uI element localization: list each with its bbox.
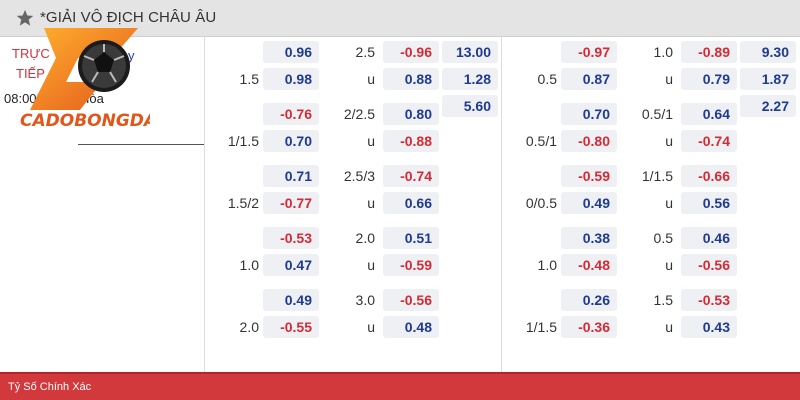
odds-handicap-away[interactable]: 0.87 [561,68,617,90]
odds-handicap-home[interactable]: -0.59 [561,165,617,187]
correct-score-label: Tỷ Số Chính Xác [8,381,92,393]
handicap-line: 1.0 [537,257,557,273]
odds-row: 0.26 -0.36 1/1.5 1.5 u -0.53 0.43 [503,289,800,349]
handicap-line: 1.5 [239,71,259,87]
under-label: u [665,71,673,87]
handicap-line: 0/0.5 [525,195,557,211]
odds-1x2-home[interactable]: 9.30 [740,41,796,63]
handicap-line: 2.0 [239,319,259,335]
odds-handicap-home[interactable]: 0.38 [561,227,617,249]
odds-handicap-away[interactable]: -0.36 [561,316,617,338]
market-fulltime: 0.96 0.98 1.5 2.5 u -0.96 0.88 13.00 1.28 5.60 -0.… [205,37,502,372]
odds-under[interactable]: 0.88 [383,68,439,90]
odds-over[interactable]: 0.80 [383,103,439,125]
total-line: 1/1.5 [641,168,673,184]
star-icon[interactable] [16,9,34,27]
odds-1x2-draw[interactable]: 5.60 [442,95,498,117]
handicap-line: 0.5/1 [525,133,557,149]
under-label: u [367,71,375,87]
live-label: TRỰC [12,46,50,61]
odds-handicap-home[interactable]: 0.96 [263,41,319,63]
odds-over[interactable]: 0.64 [681,103,737,125]
odds-under[interactable]: -0.59 [383,254,439,276]
odds-handicap-away[interactable]: 0.47 [263,254,319,276]
odds-row: -0.76 0.70 1/1.5 2/2.5 u 0.80 -0.88 [205,103,502,163]
under-label: u [665,319,673,335]
odds-under[interactable]: -0.88 [383,130,439,152]
odds-under[interactable]: 0.56 [681,192,737,214]
odds-under[interactable]: -0.74 [681,130,737,152]
row-divider [78,144,204,145]
under-label: u [665,195,673,211]
total-line: 2.0 [355,230,375,246]
under-label: u [665,133,673,149]
odds-under[interactable]: 0.48 [383,316,439,338]
odds-handicap-home[interactable]: 0.70 [561,103,617,125]
handicap-line: 1.0 [239,257,259,273]
total-line: 0.5/1 [641,106,673,122]
handicap-line: 1/1.5 [227,133,259,149]
odds-over[interactable]: 0.46 [681,227,737,249]
handicap-line: 0.5 [537,71,557,87]
league-title: *GIẢI VÔ ĐỊCH CHÂU ÂU [40,9,217,26]
odds-handicap-away[interactable]: -0.77 [263,192,319,214]
odds-over[interactable]: -0.53 [681,289,737,311]
total-line: 0.5 [653,230,673,246]
odds-over[interactable]: 0.51 [383,227,439,249]
odds-over[interactable]: -0.96 [383,41,439,63]
odds-under[interactable]: 0.79 [681,68,737,90]
odds-1x2-away[interactable]: 1.87 [740,68,796,90]
under-label: u [367,195,375,211]
odds-handicap-home[interactable]: 0.71 [263,165,319,187]
odds-row: -0.97 0.87 0.5 1.0 u -0.89 0.79 9.30 1.87 2.27 [503,41,800,117]
odds-handicap-home[interactable]: 0.49 [263,289,319,311]
handicap-line: 1/1.5 [525,319,557,335]
odds-handicap-away[interactable]: 0.70 [263,130,319,152]
market-firsthalf: -0.97 0.87 0.5 1.0 u -0.89 0.79 9.30 1.87 2.27 0.7… [503,37,800,372]
odds-over[interactable]: -0.56 [383,289,439,311]
odds-handicap-home[interactable]: -0.76 [263,103,319,125]
odds-row: 0.96 0.98 1.5 2.5 u -0.96 0.88 13.00 1.28 5.60 [205,41,502,117]
odds-row: 0.71 -0.77 1.5/2 2.5/3 u -0.74 0.66 [205,165,502,225]
odds-row: -0.59 0.49 0/0.5 1/1.5 u -0.66 0.56 [503,165,800,225]
handicap-line: 1.5/2 [227,195,259,211]
odds-1x2-draw[interactable]: 2.27 [740,95,796,117]
odds-under[interactable]: 0.66 [383,192,439,214]
odds-over[interactable]: -0.89 [681,41,737,63]
odds-handicap-home[interactable]: -0.53 [263,227,319,249]
live-label-2: TIẾP [16,66,45,81]
under-label: u [367,319,375,335]
odds-handicap-home[interactable]: -0.97 [561,41,617,63]
odds-row: 0.38 -0.48 1.0 0.5 u 0.46 -0.56 [503,227,800,287]
total-line: 1.0 [653,44,673,60]
odds-handicap-home[interactable]: 0.26 [561,289,617,311]
total-line: 2.5 [355,44,375,60]
under-label: u [367,133,375,149]
total-line: 2.5/3 [343,168,375,184]
site-logo: CADOBONGDA [20,28,150,131]
odds-handicap-away[interactable]: -0.80 [561,130,617,152]
odds-handicap-away[interactable]: 0.49 [561,192,617,214]
total-line: 3.0 [355,292,375,308]
under-label: u [665,257,673,273]
odds-1x2-home[interactable]: 13.00 [442,41,498,63]
odds-row: 0.49 -0.55 2.0 3.0 u -0.56 0.48 [205,289,502,349]
correct-score-bar[interactable]: Tỷ Số Chính Xác [0,372,800,400]
under-label: u [367,257,375,273]
svg-text:CADOBONGDA: CADOBONGDA [20,111,150,131]
odds-row: 0.70 -0.80 0.5/1 0.5/1 u 0.64 -0.74 [503,103,800,163]
odds-under[interactable]: 0.43 [681,316,737,338]
team-name[interactable]: y [128,48,135,63]
odds-under[interactable]: -0.56 [681,254,737,276]
total-line: 1.5 [653,292,673,308]
odds-handicap-away[interactable]: -0.55 [263,316,319,338]
odds-over[interactable]: -0.66 [681,165,737,187]
total-line: 2/2.5 [343,106,375,122]
odds-over[interactable]: -0.74 [383,165,439,187]
odds-handicap-away[interactable]: -0.48 [561,254,617,276]
odds-row: -0.53 0.47 1.0 2.0 u 0.51 -0.59 [205,227,502,287]
odds-1x2-away[interactable]: 1.28 [442,68,498,90]
odds-handicap-away[interactable]: 0.98 [263,68,319,90]
